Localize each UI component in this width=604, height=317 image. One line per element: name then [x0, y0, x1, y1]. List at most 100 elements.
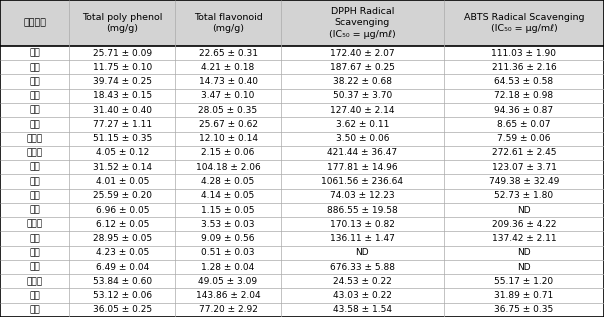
- Text: 137.42 ± 2.11: 137.42 ± 2.11: [492, 234, 556, 243]
- Text: 반하: 반하: [30, 205, 40, 215]
- Text: 3.47 ± 0.10: 3.47 ± 0.10: [201, 91, 255, 100]
- Bar: [0, 231, 604, 246]
- Bar: [0, 203, 604, 217]
- Text: 1.28 ± 0.04: 1.28 ± 0.04: [201, 262, 255, 272]
- Text: 6.96 ± 0.05: 6.96 ± 0.05: [95, 205, 149, 215]
- Text: 143.86 ± 2.04: 143.86 ± 2.04: [196, 291, 260, 300]
- Text: 지실: 지실: [30, 163, 40, 172]
- Text: 55.17 ± 1.20: 55.17 ± 1.20: [495, 277, 553, 286]
- Text: 64.53 ± 0.58: 64.53 ± 0.58: [495, 77, 553, 86]
- Text: 51.15 ± 0.35: 51.15 ± 0.35: [92, 134, 152, 143]
- Bar: [0, 260, 604, 274]
- Text: 12.10 ± 0.14: 12.10 ± 0.14: [199, 134, 257, 143]
- Bar: [0, 74, 604, 89]
- Text: 4.21 ± 0.18: 4.21 ± 0.18: [201, 63, 255, 72]
- Text: 7.59 ± 0.06: 7.59 ± 0.06: [497, 134, 551, 143]
- Text: 77.20 ± 2.92: 77.20 ± 2.92: [199, 305, 257, 314]
- Text: 황백: 황백: [30, 305, 40, 314]
- Text: 황련: 황련: [30, 291, 40, 300]
- Text: 25.71 ± 0.09: 25.71 ± 0.09: [93, 49, 152, 58]
- Text: 0.51 ± 0.03: 0.51 ± 0.03: [201, 248, 255, 257]
- Text: 빈랑자: 빈랑자: [27, 134, 43, 143]
- Text: 3.62 ± 0.11: 3.62 ± 0.11: [336, 120, 389, 129]
- Text: 211.36 ± 2.16: 211.36 ± 2.16: [492, 63, 556, 72]
- Text: 43.03 ± 0.22: 43.03 ± 0.22: [333, 291, 392, 300]
- Text: 4.01 ± 0.05: 4.01 ± 0.05: [95, 177, 149, 186]
- Bar: [0, 189, 604, 203]
- Bar: [0, 174, 604, 189]
- Text: 53.84 ± 0.60: 53.84 ± 0.60: [93, 277, 152, 286]
- Text: 31.52 ± 0.14: 31.52 ± 0.14: [93, 163, 152, 172]
- Text: 170.13 ± 0.82: 170.13 ± 0.82: [330, 220, 395, 229]
- Text: 창출: 창출: [30, 262, 40, 272]
- Text: 14.73 ± 0.40: 14.73 ± 0.40: [199, 77, 257, 86]
- Text: 2.15 ± 0.06: 2.15 ± 0.06: [201, 148, 255, 158]
- Text: 74.03 ± 12.23: 74.03 ± 12.23: [330, 191, 394, 200]
- Text: ND: ND: [517, 248, 531, 257]
- Text: 22.65 ± 0.31: 22.65 ± 0.31: [199, 49, 257, 58]
- Text: 104.18 ± 2.06: 104.18 ± 2.06: [196, 163, 260, 172]
- Text: 4.14 ± 0.05: 4.14 ± 0.05: [201, 191, 255, 200]
- Text: 72.18 ± 0.98: 72.18 ± 0.98: [495, 91, 553, 100]
- Text: Total poly phenol
(mg/g): Total poly phenol (mg/g): [82, 13, 162, 33]
- Text: 31.40 ± 0.40: 31.40 ± 0.40: [93, 106, 152, 115]
- Text: 6.12 ± 0.05: 6.12 ± 0.05: [95, 220, 149, 229]
- Text: ND: ND: [517, 205, 531, 215]
- Text: 421.44 ± 36.47: 421.44 ± 36.47: [327, 148, 397, 158]
- Text: 53.12 ± 0.06: 53.12 ± 0.06: [93, 291, 152, 300]
- Text: Total flavonoid
(mg/g): Total flavonoid (mg/g): [194, 13, 262, 33]
- Text: 18.43 ± 0.15: 18.43 ± 0.15: [93, 91, 152, 100]
- Text: 대황: 대황: [30, 120, 40, 129]
- Bar: [0, 274, 604, 288]
- Bar: [0, 288, 604, 303]
- Text: 천궁: 천궁: [30, 63, 40, 72]
- Bar: [0, 146, 604, 160]
- Text: 4.05 ± 0.12: 4.05 ± 0.12: [95, 148, 149, 158]
- Text: 111.03 ± 1.90: 111.03 ± 1.90: [492, 49, 556, 58]
- Text: 1061.56 ± 236.64: 1061.56 ± 236.64: [321, 177, 403, 186]
- Text: 6.49 ± 0.04: 6.49 ± 0.04: [95, 262, 149, 272]
- Text: 4.28 ± 0.05: 4.28 ± 0.05: [201, 177, 255, 186]
- Text: 항부자: 항부자: [27, 220, 43, 229]
- Text: 3.50 ± 0.06: 3.50 ± 0.06: [336, 134, 389, 143]
- Text: 3.53 ± 0.03: 3.53 ± 0.03: [201, 220, 255, 229]
- Text: 123.07 ± 3.71: 123.07 ± 3.71: [492, 163, 556, 172]
- Bar: [0, 117, 604, 132]
- Text: 4.23 ± 0.05: 4.23 ± 0.05: [95, 248, 149, 257]
- Text: 박하: 박하: [30, 77, 40, 86]
- Text: 172.40 ± 2.07: 172.40 ± 2.07: [330, 49, 394, 58]
- Text: 11.75 ± 0.10: 11.75 ± 0.10: [92, 63, 152, 72]
- Bar: [0, 217, 604, 231]
- Bar: [0, 89, 604, 103]
- Text: 28.05 ± 0.35: 28.05 ± 0.35: [199, 106, 257, 115]
- Text: 52.73 ± 1.80: 52.73 ± 1.80: [495, 191, 553, 200]
- Text: 8.65 ± 0.07: 8.65 ± 0.07: [497, 120, 551, 129]
- Text: 한방소재: 한방소재: [23, 18, 47, 28]
- Text: 36.75 ± 0.35: 36.75 ± 0.35: [494, 305, 554, 314]
- Text: 24.53 ± 0.22: 24.53 ± 0.22: [333, 277, 392, 286]
- Text: 25.67 ± 0.62: 25.67 ± 0.62: [199, 120, 257, 129]
- Text: 50.37 ± 3.70: 50.37 ± 3.70: [333, 91, 392, 100]
- Text: DPPH Radical
Scavenging
(IC₅₀ = μg/mℓ): DPPH Radical Scavenging (IC₅₀ = μg/mℓ): [329, 7, 396, 39]
- Text: 신국: 신국: [30, 248, 40, 257]
- Text: ND: ND: [517, 262, 531, 272]
- Text: 676.33 ± 5.88: 676.33 ± 5.88: [330, 262, 395, 272]
- Text: 1.15 ± 0.05: 1.15 ± 0.05: [201, 205, 255, 215]
- Text: 94.36 ± 0.87: 94.36 ± 0.87: [495, 106, 553, 115]
- Text: ABTS Radical Scavenging
(IC₅₀ = μg/mℓ): ABTS Radical Scavenging (IC₅₀ = μg/mℓ): [464, 13, 584, 33]
- Text: 건강: 건강: [30, 191, 40, 200]
- Bar: [0, 132, 604, 146]
- Text: 진피: 진피: [30, 106, 40, 115]
- Text: 749.38 ± 32.49: 749.38 ± 32.49: [489, 177, 559, 186]
- Bar: [0, 160, 604, 174]
- Text: 36.05 ± 0.25: 36.05 ± 0.25: [93, 305, 152, 314]
- Text: 31.89 ± 0.71: 31.89 ± 0.71: [494, 291, 554, 300]
- Text: 187.67 ± 0.25: 187.67 ± 0.25: [330, 63, 395, 72]
- Text: 127.40 ± 2.14: 127.40 ± 2.14: [330, 106, 394, 115]
- Text: 25.59 ± 0.20: 25.59 ± 0.20: [93, 191, 152, 200]
- Text: 49.05 ± 3.09: 49.05 ± 3.09: [199, 277, 257, 286]
- Text: ND: ND: [356, 248, 369, 257]
- Text: 43.58 ± 1.54: 43.58 ± 1.54: [333, 305, 392, 314]
- Text: 77.27 ± 1.11: 77.27 ± 1.11: [93, 120, 152, 129]
- Text: 209.36 ± 4.22: 209.36 ± 4.22: [492, 220, 556, 229]
